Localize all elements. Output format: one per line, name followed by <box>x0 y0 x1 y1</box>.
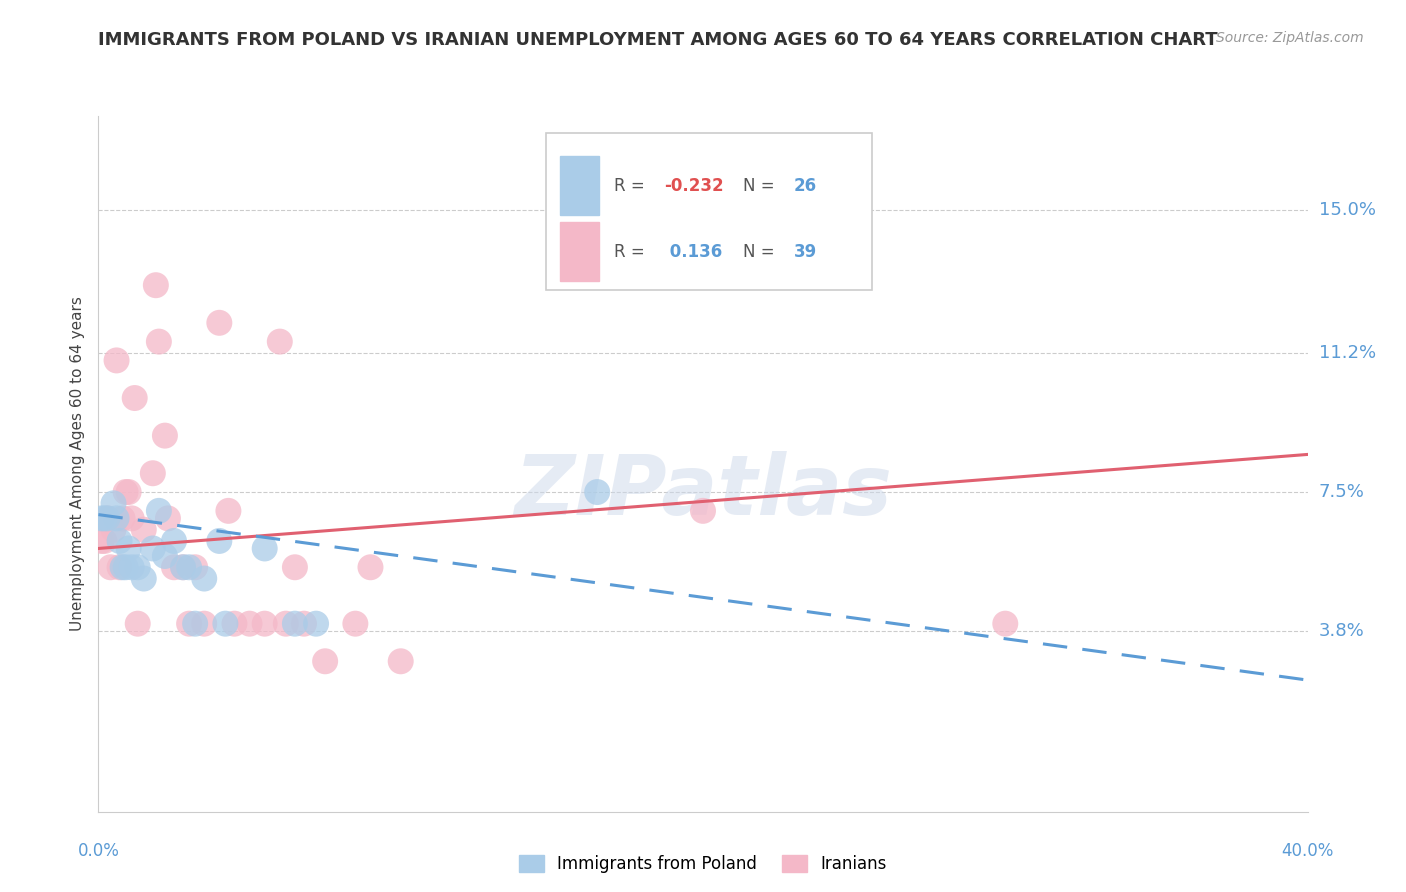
Point <box>114 485 136 500</box>
Text: R =: R = <box>613 243 650 260</box>
Point <box>127 616 149 631</box>
Point <box>118 485 141 500</box>
Text: 7.5%: 7.5% <box>1319 483 1365 501</box>
Point <box>292 616 315 631</box>
Point <box>253 541 276 556</box>
Point <box>111 511 134 525</box>
Point <box>314 654 336 668</box>
Point <box>184 560 207 574</box>
Point <box>184 616 207 631</box>
Point <box>108 560 131 574</box>
Point <box>253 616 276 631</box>
Point <box>111 560 134 574</box>
Point <box>153 428 176 442</box>
Point <box>239 616 262 631</box>
Point <box>121 560 143 574</box>
Point <box>105 353 128 368</box>
Point <box>172 560 194 574</box>
FancyBboxPatch shape <box>546 134 872 290</box>
Point <box>103 496 125 510</box>
Point <box>214 616 236 631</box>
Point <box>145 278 167 293</box>
Point <box>269 334 291 349</box>
Text: N =: N = <box>742 243 780 260</box>
Point <box>121 511 143 525</box>
Point <box>172 560 194 574</box>
Point <box>153 549 176 563</box>
Text: 0.136: 0.136 <box>664 243 723 260</box>
Point <box>108 533 131 548</box>
Point <box>163 533 186 548</box>
Legend: Immigrants from Poland, Iranians: Immigrants from Poland, Iranians <box>512 848 894 880</box>
Point <box>100 560 122 574</box>
Text: 15.0%: 15.0% <box>1319 201 1375 219</box>
Text: -0.232: -0.232 <box>664 177 724 194</box>
Point <box>124 391 146 405</box>
Text: R =: R = <box>613 177 650 194</box>
Bar <box>561 156 599 215</box>
Text: 11.2%: 11.2% <box>1319 344 1376 362</box>
Point <box>994 616 1017 631</box>
Text: IMMIGRANTS FROM POLAND VS IRANIAN UNEMPLOYMENT AMONG AGES 60 TO 64 YEARS CORRELA: IMMIGRANTS FROM POLAND VS IRANIAN UNEMPL… <box>98 31 1218 49</box>
Text: 39: 39 <box>793 243 817 260</box>
Point <box>284 616 307 631</box>
Y-axis label: Unemployment Among Ages 60 to 64 years: Unemployment Among Ages 60 to 64 years <box>69 296 84 632</box>
Text: Source: ZipAtlas.com: Source: ZipAtlas.com <box>1216 31 1364 45</box>
Point <box>193 572 215 586</box>
Text: N =: N = <box>742 177 780 194</box>
Point <box>148 504 170 518</box>
Point <box>93 511 115 525</box>
Text: 0.0%: 0.0% <box>77 842 120 860</box>
Point <box>118 541 141 556</box>
Point <box>163 560 186 574</box>
Point <box>224 616 246 631</box>
Point <box>103 523 125 537</box>
Point <box>142 541 165 556</box>
Point <box>127 560 149 574</box>
Point <box>692 504 714 518</box>
Text: ZIPatlas: ZIPatlas <box>515 451 891 533</box>
Point <box>148 334 170 349</box>
Point <box>132 572 155 586</box>
Point <box>96 511 118 525</box>
Text: 26: 26 <box>793 177 817 194</box>
Point <box>90 533 112 548</box>
Point <box>142 467 165 481</box>
Point <box>389 654 412 668</box>
Point <box>156 511 179 525</box>
Point <box>284 560 307 574</box>
Point <box>93 533 115 548</box>
Point <box>179 616 201 631</box>
Bar <box>561 222 599 281</box>
Text: 40.0%: 40.0% <box>1281 842 1334 860</box>
Point <box>132 523 155 537</box>
Point <box>274 616 297 631</box>
Point <box>217 504 239 518</box>
Text: 3.8%: 3.8% <box>1319 623 1364 640</box>
Point <box>105 511 128 525</box>
Point <box>208 316 231 330</box>
Point <box>90 511 112 525</box>
Point <box>114 560 136 574</box>
Point <box>208 533 231 548</box>
Point <box>179 560 201 574</box>
Point <box>193 616 215 631</box>
Point <box>344 616 367 631</box>
Point <box>96 511 118 525</box>
Point <box>305 616 328 631</box>
Point <box>360 560 382 574</box>
Point <box>586 485 609 500</box>
